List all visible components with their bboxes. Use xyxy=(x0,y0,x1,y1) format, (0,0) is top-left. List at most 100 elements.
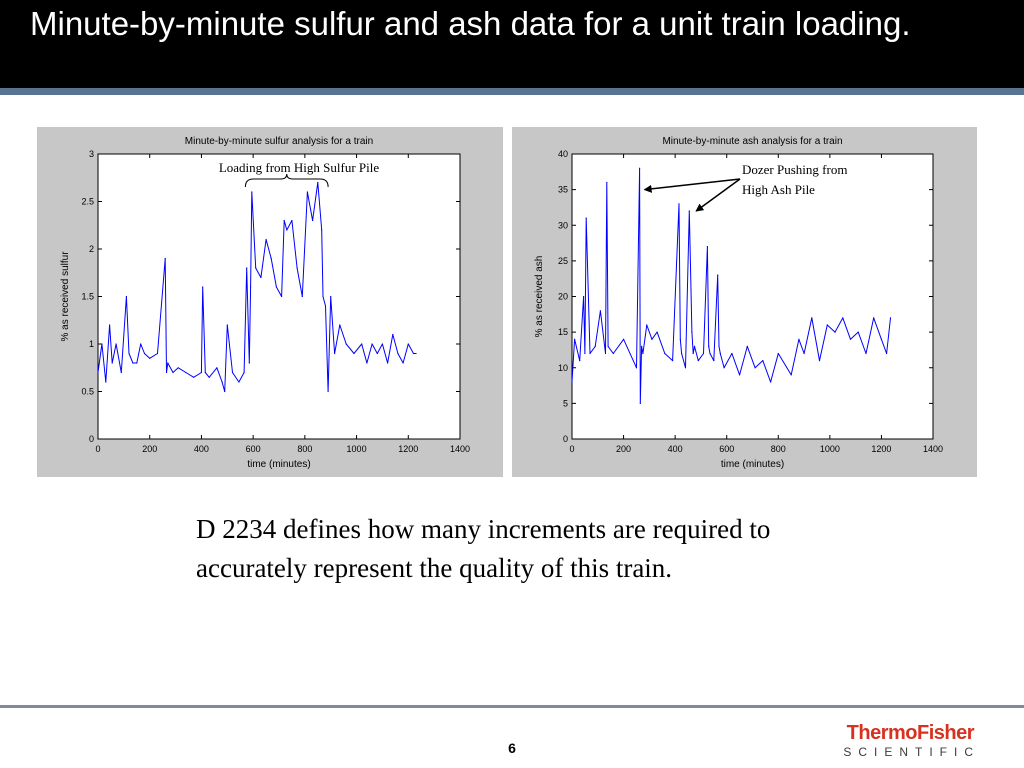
ash-data-point xyxy=(678,203,680,205)
ash-data-point xyxy=(718,345,720,347)
sulfur-data-point xyxy=(415,352,417,355)
ash-data-point xyxy=(585,217,587,219)
sulfur-data-point xyxy=(109,324,111,326)
sulfur-data-point xyxy=(412,352,415,355)
ash-data-point xyxy=(651,338,653,340)
page-number: 6 xyxy=(508,740,516,756)
sulfur-data-point xyxy=(221,381,223,383)
sulfur-data-point xyxy=(165,371,168,374)
sulfur-data-point xyxy=(172,371,174,374)
ash-annotation-label: Dozer Pushing from xyxy=(742,162,847,177)
ash-data-point xyxy=(612,352,614,355)
sulfur-x-tick-label: 400 xyxy=(194,444,209,454)
sulfur-data-point xyxy=(167,362,169,364)
sulfur-data-point xyxy=(327,390,329,393)
sulfur-data-point xyxy=(324,305,327,307)
sulfur-x-tick-label: 800 xyxy=(297,444,312,454)
sulfur-series-line xyxy=(97,182,416,392)
ash-data-point xyxy=(842,317,844,319)
ash-y-tick-label: 5 xyxy=(563,398,568,408)
ash-y-axis-label: % as received ash xyxy=(534,256,545,338)
sulfur-data-point xyxy=(270,257,272,260)
sulfur-data-point xyxy=(361,343,363,345)
ash-annotation-label: High Ash Pile xyxy=(742,182,815,197)
ash-data-point xyxy=(865,352,867,355)
sulfur-y-tick-label: 3 xyxy=(89,149,94,159)
ash-data-point xyxy=(594,345,596,347)
sulfur-data-point xyxy=(216,367,218,369)
sulfur-data-point xyxy=(255,267,257,269)
sulfur-data-point xyxy=(397,352,399,355)
ash-annotation-box xyxy=(738,159,878,203)
sulfur-data-point xyxy=(115,343,117,345)
sulfur-x-tick-label: 200 xyxy=(142,444,157,454)
thermo-fisher-logo: ThermoFisher SCIENTIFIC xyxy=(832,722,974,760)
ash-data-point xyxy=(691,331,693,333)
sulfur-y-tick-label: 0 xyxy=(89,434,94,444)
ash-data-point xyxy=(739,374,741,376)
slide-body-text: D 2234 defines how many increments are r… xyxy=(196,514,771,583)
sulfur-data-point xyxy=(334,352,336,355)
ash-data-point xyxy=(706,246,708,248)
sulfur-data-point xyxy=(177,367,179,369)
sulfur-x-tick-label: 600 xyxy=(246,444,261,454)
ash-y-tick-label: 25 xyxy=(558,256,568,266)
sulfur-data-point xyxy=(226,324,228,326)
ash-data-point xyxy=(672,360,674,362)
sulfur-data-point xyxy=(306,191,308,193)
sulfur-data-point xyxy=(246,267,248,269)
ash-data-point xyxy=(746,345,748,347)
sulfur-data-point xyxy=(345,343,347,345)
ash-data-point xyxy=(803,352,805,355)
sulfur-data-point xyxy=(296,267,298,269)
ash-y-tick-label: 0 xyxy=(563,434,568,444)
ash-y-tick-label: 30 xyxy=(558,220,568,230)
ash-data-point xyxy=(818,360,821,362)
sulfur-data-point xyxy=(105,381,107,383)
sulfur-y-tick-label: 2 xyxy=(89,244,94,254)
sulfur-figure-panel: Minute-by-minute sulfur analysis for a t… xyxy=(37,127,503,477)
ash-data-point xyxy=(834,331,836,333)
ash-data-point xyxy=(571,381,573,383)
sulfur-data-point xyxy=(330,295,332,298)
ash-data-point xyxy=(606,181,608,184)
sulfur-data-point xyxy=(111,362,113,364)
ash-data-point xyxy=(798,338,800,340)
sulfur-x-tick-label: 0 xyxy=(95,444,100,454)
ash-chart: Minute-by-minute ash analysis for a trai… xyxy=(534,136,943,470)
ash-data-point xyxy=(770,381,772,383)
slide-title: Minute-by-minute sulfur and ash data for… xyxy=(30,5,911,42)
ash-data-point xyxy=(723,367,725,369)
sulfur-data-point xyxy=(132,362,134,364)
sulfur-data-point xyxy=(224,390,226,393)
sulfur-data-point xyxy=(136,362,138,364)
ash-x-tick-label: 1400 xyxy=(923,444,943,454)
sulfur-y-tick-label: 1.5 xyxy=(81,292,94,302)
ash-y-tick-label: 40 xyxy=(558,149,568,159)
ash-annotation-arrow xyxy=(695,178,741,212)
ash-data-point xyxy=(709,352,711,355)
ash-x-tick-label: 0 xyxy=(569,444,574,454)
logo-wordmark: ThermoFisher xyxy=(846,722,975,744)
sulfur-data-point xyxy=(265,238,267,241)
sulfur-data-point xyxy=(281,295,283,298)
ash-data-point xyxy=(623,338,625,340)
ash-data-point xyxy=(693,345,696,347)
ash-data-point xyxy=(697,360,699,362)
ash-data-point xyxy=(641,345,643,347)
ash-data-point xyxy=(811,317,813,319)
footer-rule xyxy=(0,705,1024,708)
sulfur-data-point xyxy=(251,191,253,193)
sulfur-data-point xyxy=(322,295,324,298)
ash-x-axis-label: time (minutes) xyxy=(721,459,784,470)
ash-data-point xyxy=(702,352,705,355)
ash-y-tick-label: 10 xyxy=(558,363,568,373)
sulfur-data-point xyxy=(156,352,159,355)
ash-data-point xyxy=(849,338,852,340)
ash-chart-title: Minute-by-minute ash analysis for a trai… xyxy=(662,136,842,147)
sulfur-data-point xyxy=(321,229,323,231)
ash-data-point xyxy=(664,352,666,355)
title-accent-rule xyxy=(0,88,1024,95)
ash-data-point xyxy=(607,345,609,347)
sulfur-data-point xyxy=(238,381,240,383)
